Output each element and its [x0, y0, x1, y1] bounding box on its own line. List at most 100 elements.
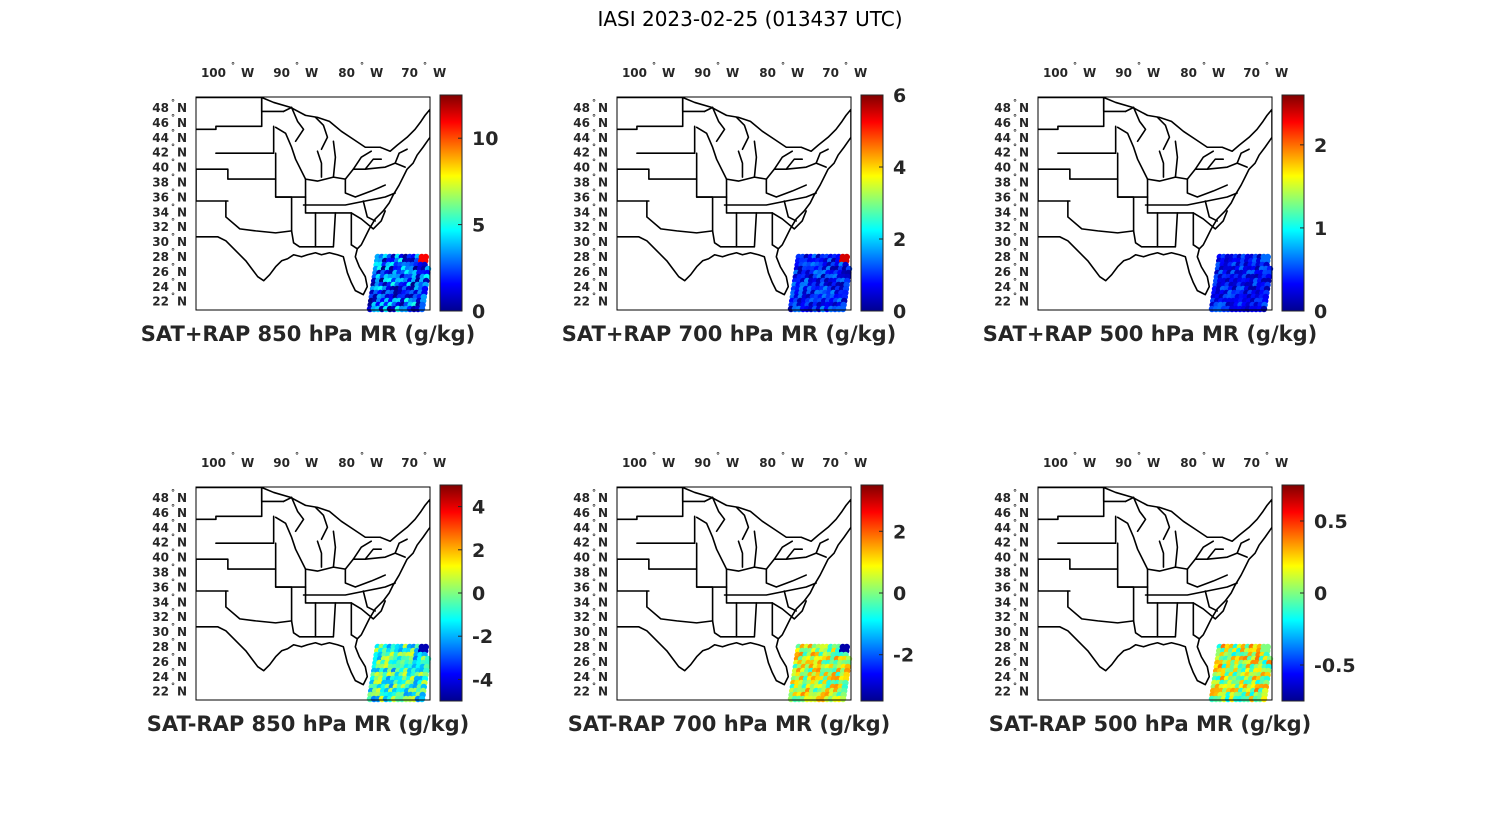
degree-symbol: °: [592, 548, 596, 557]
lat-tick-label: 34 ° N: [573, 592, 608, 609]
degree-symbol: °: [1013, 652, 1017, 661]
degree-symbol: °: [1013, 533, 1017, 542]
colorbar-tick-label: 0: [472, 301, 485, 323]
lat-tick-dir: N: [598, 146, 608, 160]
map-axes-border: [1037, 96, 1273, 311]
lat-tick-dir: N: [177, 491, 187, 505]
figure-title: IASI 2023-02-25 (013437 UTC): [597, 7, 902, 31]
lat-tick-dir: N: [598, 506, 608, 520]
degree-symbol: °: [171, 262, 175, 271]
degree-symbol: °: [1013, 518, 1017, 527]
lat-tick-dir: N: [1019, 265, 1029, 279]
lat-tick-dir: N: [1019, 580, 1029, 594]
lat-tick-value: 40: [573, 551, 590, 565]
lon-tick-dir: W: [854, 456, 867, 470]
lon-tick-dir: W: [1212, 66, 1225, 80]
lat-tick-dir: N: [598, 521, 608, 535]
lat-tick-label: 22 ° N: [573, 682, 608, 699]
degree-symbol: °: [592, 563, 596, 572]
lat-tick-dir: N: [177, 640, 187, 654]
lat-tick-label: 22 ° N: [994, 682, 1029, 699]
colorbar-gradient: [860, 94, 884, 312]
colorbar: 0 2 4 6: [860, 85, 906, 323]
map-axes-border: [1037, 486, 1273, 701]
lat-tick-dir: N: [598, 190, 608, 204]
colorbar-tick-label: 4: [472, 497, 485, 519]
lat-tick-label: 26 ° N: [573, 652, 608, 669]
lat-tick-value: 38: [152, 176, 169, 190]
panel-title: SAT+RAP 500 hPa MR (g/kg): [983, 322, 1317, 346]
lat-tick-value: 46: [573, 116, 590, 130]
degree-symbol: °: [295, 451, 299, 460]
lat-tick-label: 34 ° N: [994, 592, 1029, 609]
lon-tick-label: 70 ° W: [401, 451, 446, 470]
degree-symbol: °: [423, 61, 427, 70]
lon-tick-dir: W: [791, 66, 804, 80]
colorbar-tick-label: 2: [472, 540, 485, 562]
lat-tick-dir: N: [177, 566, 187, 580]
degree-symbol: °: [171, 667, 175, 676]
lat-tick-dir: N: [177, 536, 187, 550]
lon-tick-label: 70 ° W: [822, 451, 867, 470]
lat-tick-value: 48: [152, 491, 169, 505]
lat-tick-label: 24 ° N: [152, 667, 187, 684]
swath-pixel: [1260, 695, 1268, 703]
lat-tick-label: 36 ° N: [573, 187, 608, 204]
lat-tick-label: 30 ° N: [573, 622, 608, 639]
lat-tick-label: 42 ° N: [994, 143, 1029, 160]
degree-symbol: °: [592, 217, 596, 226]
colorbar-tick-label: 2: [893, 229, 906, 251]
lon-tick-label: 90 ° W: [1115, 61, 1160, 80]
lon-tick-dir: W: [1275, 66, 1288, 80]
lon-tick-dir: W: [1083, 66, 1096, 80]
iasi-swath: [787, 643, 853, 703]
colorbar-tick-label: -2: [893, 645, 914, 667]
degree-symbol: °: [1013, 247, 1017, 256]
degree-symbol: °: [592, 202, 596, 211]
lat-tick-value: 48: [573, 101, 590, 115]
lat-tick-label: 38 ° N: [573, 563, 608, 580]
lon-tick-value: 100: [1043, 66, 1068, 80]
lat-tick-dir: N: [598, 610, 608, 624]
lon-tick-label: 80 ° W: [1180, 451, 1225, 470]
lat-tick-label: 40 ° N: [573, 158, 608, 175]
lat-tick-dir: N: [1019, 280, 1029, 294]
degree-symbol: °: [171, 247, 175, 256]
lat-tick-dir: N: [598, 595, 608, 609]
lat-tick-value: 44: [994, 131, 1011, 145]
lat-tick-value: 32: [152, 220, 169, 234]
lon-tick-value: 90: [694, 66, 711, 80]
lat-tick-label: 34 ° N: [994, 202, 1029, 219]
lat-tick-dir: N: [177, 116, 187, 130]
lat-tick-dir: N: [177, 551, 187, 565]
lat-tick-label: 24 ° N: [994, 277, 1029, 294]
degree-symbol: °: [1202, 451, 1206, 460]
colorbar-gradient: [1281, 94, 1305, 312]
lat-tick-value: 26: [152, 655, 169, 669]
lat-tick-dir: N: [1019, 625, 1029, 639]
degree-symbol: °: [592, 592, 596, 601]
lat-tick-value: 22: [152, 685, 169, 699]
lat-tick-label: 40 ° N: [152, 158, 187, 175]
lat-tick-label: 26 ° N: [152, 262, 187, 279]
lat-tick-value: 22: [573, 295, 590, 309]
lat-tick-label: 40 ° N: [994, 158, 1029, 175]
lat-tick-label: 44 ° N: [152, 518, 187, 535]
map-axes-border: [195, 96, 431, 311]
lat-tick-label: 28 ° N: [152, 637, 187, 654]
colorbar: -0.5 0 0.5: [1281, 484, 1356, 702]
lat-tick-label: 28 ° N: [573, 637, 608, 654]
lat-tick-dir: N: [598, 295, 608, 309]
lat-tick-dir: N: [177, 146, 187, 160]
panel-sat-minus-rap-500: 100°W 90°W 80°W 70°W48 ° N46 ° N44 ° N42 ° N40 ° N38 °…: [989, 451, 1356, 736]
lat-tick-dir: N: [598, 220, 608, 234]
lat-tick-label: 42 ° N: [573, 533, 608, 550]
colorbar-gradient: [439, 94, 463, 312]
lat-tick-value: 32: [573, 610, 590, 624]
lat-tick-label: 48 ° N: [573, 488, 608, 505]
lat-tick-dir: N: [1019, 685, 1029, 699]
degree-symbol: °: [844, 451, 848, 460]
degree-symbol: °: [1013, 277, 1017, 286]
lat-tick-label: 22 ° N: [994, 292, 1029, 309]
lon-tick-value: 80: [759, 456, 776, 470]
